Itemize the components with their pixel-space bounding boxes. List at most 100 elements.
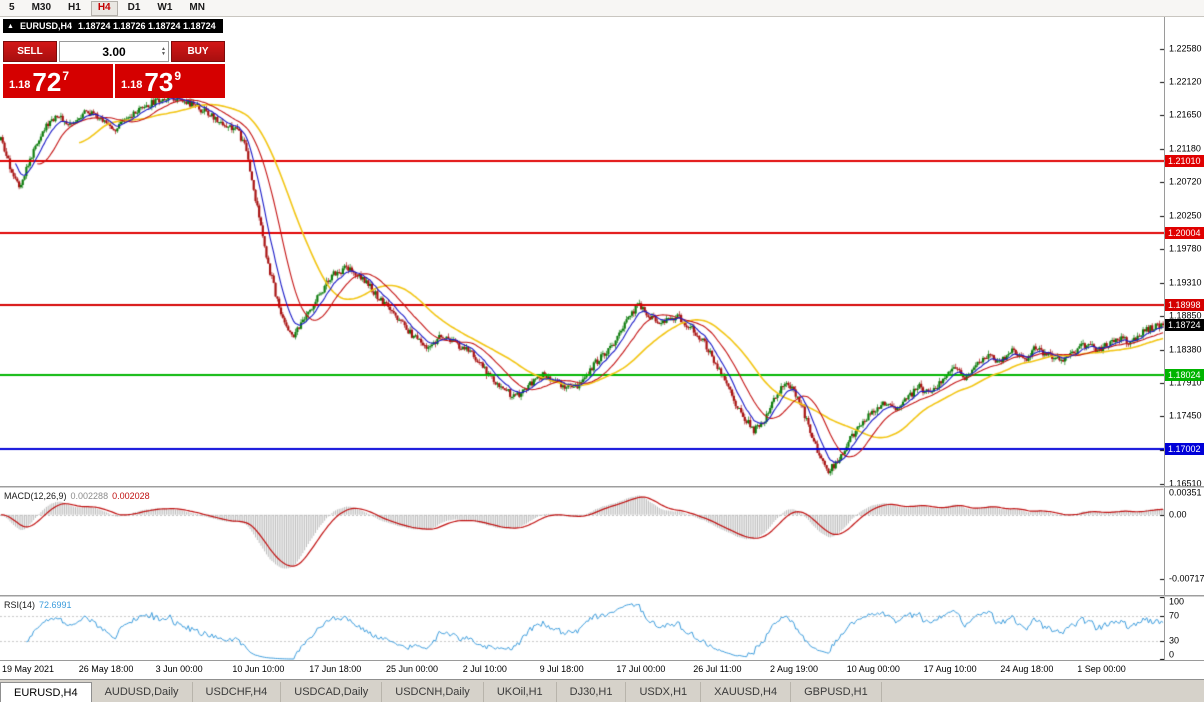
price-axis-tick: 1.22580 (1169, 43, 1202, 54)
price-axis-tick: 1.17910 (1169, 377, 1202, 388)
level-price-label: 1.18024 (1165, 369, 1204, 382)
tab-xauusd-h4[interactable]: XAUUSD,H4 (701, 682, 792, 702)
macd-axis: 0.00351 0.00 -0.00717 (1164, 488, 1204, 595)
rsi-axis-tick: 30 (1169, 635, 1180, 646)
price-axis-tick: 1.19310 (1169, 277, 1202, 288)
price-axis-tick: 1.19780 (1169, 243, 1202, 254)
macd-chart-canvas[interactable] (0, 488, 1164, 595)
level-price-label: 1.20004 (1165, 227, 1204, 240)
tab-ukoil-h1[interactable]: UKOil,H1 (484, 682, 557, 702)
time-axis-label: 17 Jun 18:00 (309, 664, 362, 674)
time-axis-label: 1 Sep 00:00 (1077, 664, 1126, 674)
rsi-axis-tick: 70 (1169, 610, 1180, 621)
level-price-label: 1.21010 (1165, 155, 1204, 168)
current-price-label: 1.18724 (1165, 319, 1204, 332)
time-axis-label: 3 Jun 00:00 (155, 664, 203, 674)
volume-value: 3.00 (102, 44, 126, 59)
timeframe-button-h4[interactable]: H4 (90, 0, 118, 16)
time-axis-label: 26 Jul 11:00 (693, 664, 742, 674)
one-click-trading-widget: SELL 3.00 ▲ ▼ BUY 1.18 72 7 (3, 41, 225, 98)
macd-axis-tick: 0.00351 (1169, 488, 1202, 498)
timeframe-button-d1[interactable]: D1 (121, 1, 148, 16)
volume-up-icon[interactable]: ▲ (161, 45, 166, 52)
price-axis-tick: 1.21180 (1169, 143, 1201, 154)
chart-title-symbol: EURUSD,H4 (19, 21, 72, 31)
main-chart-panel: 1.22580 1.22120 1.21650 1.21180 1.20720 1.202… (0, 17, 1204, 486)
bid-price-main: 72 (32, 67, 62, 97)
macd-panel: 0.00351 0.00 -0.00717 MACD(12,26,9) 0.00228… (0, 488, 1204, 595)
time-axis-label: 25 Jun 00:00 (386, 664, 439, 674)
rsi-chart-canvas[interactable] (0, 597, 1164, 660)
price-axis-tick: 1.18850 (1169, 310, 1202, 321)
timeframe-button-mn[interactable]: MN (182, 1, 212, 16)
panel-splitter[interactable] (0, 486, 1204, 488)
time-axis-label: 10 Aug 00:00 (846, 664, 900, 674)
price-axis-tick: 1.16510 (1169, 478, 1202, 486)
price-axis[interactable]: 1.22580 1.22120 1.21650 1.21180 1.20720 1.202… (1164, 17, 1204, 486)
tab-usdx-h1[interactable]: USDX,H1 (626, 682, 702, 702)
time-axis-label: 19 May 2021 (2, 664, 55, 674)
tab-usdchf-h4[interactable]: USDCHF,H4 (193, 682, 282, 702)
timeframe-toolbar: 5 M30 H1 H4 D1 W1 MN (0, 0, 1204, 17)
volume-input[interactable]: 3.00 ▲ ▼ (59, 41, 169, 62)
timeframe-button-w1[interactable]: W1 (150, 1, 179, 16)
price-axis-tick: 1.21650 (1169, 109, 1202, 120)
macd-axis-tick: 0.00 (1169, 509, 1187, 520)
ask-price-main: 73 (144, 67, 174, 97)
buy-button[interactable]: BUY (171, 41, 225, 62)
time-axis-label: 2 Jul 10:00 (462, 664, 507, 674)
volume-down-icon[interactable]: ▼ (161, 50, 166, 57)
chart-area: 1.22580 1.22120 1.21650 1.21180 1.20720 1.202… (0, 17, 1204, 679)
price-axis-tick: 1.18380 (1169, 344, 1202, 355)
time-axis-label: 17 Jul 00:00 (616, 664, 666, 674)
bid-price-prefix: 1.18 (9, 79, 31, 91)
price-axis-tick: 1.22120 (1169, 76, 1202, 87)
volume-spinner: ▲ ▼ (161, 42, 166, 61)
tab-audusd-daily[interactable]: AUDUSD,Daily (92, 682, 193, 702)
macd-name: MACD(12,26,9) (4, 491, 67, 501)
time-axis-label: 9 Jul 18:00 (539, 664, 584, 674)
bid-ask-row: 1.18 72 7 1.18 73 9 (3, 64, 225, 98)
time-axis-label: 10 Jun 10:00 (232, 664, 285, 674)
price-axis-tick: 1.20250 (1169, 210, 1202, 221)
tab-eurusd-h4[interactable]: EURUSD,H4 (0, 682, 92, 702)
ask-price-pip: 9 (174, 69, 182, 83)
tab-usdcnh-daily[interactable]: USDCNH,Daily (382, 682, 484, 702)
time-axis[interactable]: 19 May 2021 26 May 18:00 3 Jun 00:00 10 Jun… (0, 660, 1204, 679)
rsi-label: RSI(14) 72.6991 (4, 600, 76, 610)
timeframe-button-m30[interactable]: M30 (25, 1, 58, 16)
ask-price-prefix: 1.18 (121, 79, 143, 91)
tab-dj30-h1[interactable]: DJ30,H1 (557, 682, 627, 702)
bid-price[interactable]: 1.18 72 7 (3, 64, 113, 98)
rsi-axis: 100 70 30 0 (1164, 597, 1204, 660)
rsi-axis-tick: 0 (1169, 649, 1175, 660)
symbol-marker-icon: ▲ (7, 22, 14, 30)
macd-label: MACD(12,26,9) 0.002288 0.002028 (4, 491, 154, 501)
macd-main-value: 0.002288 (70, 491, 109, 501)
time-axis-label: 26 May 18:00 (78, 664, 134, 674)
level-price-label: 1.18998 (1165, 299, 1204, 312)
panel-splitter[interactable] (0, 595, 1204, 597)
rsi-value: 72.6991 (39, 600, 72, 610)
macd-axis-tick: -0.00717 (1169, 573, 1204, 584)
tab-usdcad-daily[interactable]: USDCAD,Daily (281, 682, 383, 702)
rsi-axis-tick: 100 (1169, 597, 1185, 607)
rsi-panel: 100 70 30 0 RSI(14) 72.6991 (0, 597, 1204, 660)
level-price-label: 1.17002 (1165, 442, 1204, 455)
trade-buttons-row: SELL 3.00 ▲ ▼ BUY (3, 41, 225, 62)
rsi-name: RSI(14) (4, 600, 36, 610)
sell-button[interactable]: SELL (3, 41, 57, 62)
time-axis-label: 17 Aug 10:00 (923, 664, 977, 674)
timeframe-button-h1[interactable]: H1 (61, 1, 88, 16)
time-axis-label: 24 Aug 18:00 (1000, 664, 1054, 674)
ask-price[interactable]: 1.18 73 9 (115, 64, 225, 98)
chart-title-bar: ▲ EURUSD,H4 1.18724 1.18726 1.18724 1.18… (3, 19, 223, 33)
bid-price-pip: 7 (62, 69, 70, 83)
price-axis-tick: 1.20720 (1169, 176, 1202, 187)
chart-title-quotes: 1.18724 1.18726 1.18724 1.18724 (77, 21, 216, 31)
macd-signal-value: 0.002028 (112, 491, 150, 501)
tab-gbpusd-h1[interactable]: GBPUSD,H1 (791, 682, 882, 702)
timeframe-button-m5[interactable]: 5 (2, 1, 22, 16)
price-axis-tick: 1.17450 (1169, 410, 1202, 421)
